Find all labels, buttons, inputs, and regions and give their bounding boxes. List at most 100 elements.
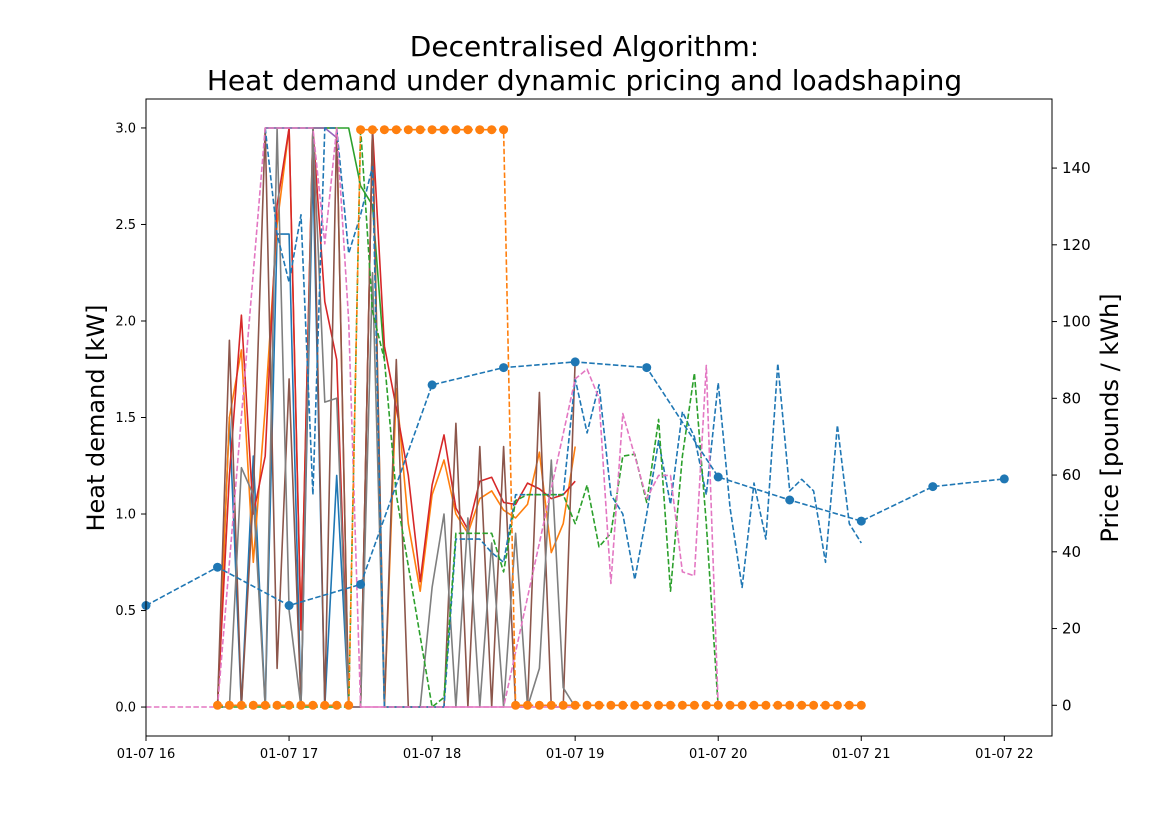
series-11-point-50 <box>809 700 819 710</box>
series-11-point-53 <box>844 700 854 710</box>
y-tick-label: 3.0 <box>115 121 136 136</box>
series-line-3 <box>216 127 576 708</box>
series-11-point-36 <box>642 700 652 710</box>
series-11-point-47 <box>773 700 783 710</box>
series-11-point-11 <box>344 700 354 710</box>
series-11-point-51 <box>821 700 830 710</box>
series-12-point-7 <box>642 363 652 373</box>
series-12-point-11 <box>928 482 938 492</box>
series-11-point-54 <box>856 700 866 710</box>
series-11-point-5 <box>272 700 282 710</box>
series-12-point-3 <box>356 579 366 589</box>
series-11-point-6 <box>284 700 294 710</box>
series-11-point-35 <box>630 700 640 710</box>
series-11-point-10 <box>332 700 342 710</box>
series-line-4 <box>265 127 338 139</box>
y-axis-label: Heat demand [kW] <box>82 304 110 531</box>
x-tick-label: 01-07 20 <box>689 747 747 762</box>
series-11-point-16 <box>403 125 413 135</box>
series-11-point-2 <box>236 700 246 710</box>
series-11-point-13 <box>368 125 377 135</box>
series-11-point-34 <box>618 700 628 710</box>
series-11-point-48 <box>785 700 795 710</box>
y-tick-label: 0.5 <box>115 604 136 619</box>
x-tick-label: 01-07 17 <box>260 747 318 762</box>
series-11-point-8 <box>308 700 318 710</box>
series-11-point-24 <box>499 125 509 135</box>
series-11-point-29 <box>558 700 568 710</box>
series-11-point-22 <box>475 125 485 135</box>
y2-tick-label: 60 <box>1062 466 1081 484</box>
series-11-point-32 <box>594 700 604 710</box>
y2-tick-label: 120 <box>1062 236 1091 254</box>
series-11-point-43 <box>725 700 735 710</box>
y2-tick-label: 0 <box>1062 696 1072 714</box>
series-12-point-5 <box>499 363 509 373</box>
series-11-point-45 <box>749 700 759 710</box>
y2-tick-label: 100 <box>1062 313 1091 331</box>
x-tick-label: 01-07 22 <box>975 747 1033 762</box>
plot-frame <box>145 98 1053 737</box>
x-tick-label: 01-07 18 <box>403 747 461 762</box>
series-11-point-14 <box>379 125 389 135</box>
series-11-point-46 <box>761 700 771 710</box>
y2-tick-label: 20 <box>1062 620 1081 638</box>
series-line-1 <box>216 127 576 708</box>
series-12-point-10 <box>856 516 866 526</box>
x-tick-label: 01-07 21 <box>832 747 890 762</box>
series-11-point-15 <box>391 125 401 135</box>
series-11-point-28 <box>546 700 556 710</box>
series-11-point-44 <box>737 700 747 710</box>
x-tick-label: 01-07 19 <box>546 747 604 762</box>
series-line-7 <box>217 127 576 708</box>
y-tick-label: 1.5 <box>115 411 136 426</box>
x-tick-label: 01-07 16 <box>117 747 175 762</box>
y2-tick-label: 80 <box>1062 389 1081 407</box>
series-11-point-4 <box>260 700 270 710</box>
series-11-point-0 <box>213 700 222 710</box>
y2-tick-label: 40 <box>1062 543 1081 561</box>
series-11-point-33 <box>606 700 616 710</box>
series-line-9 <box>217 127 719 708</box>
series-12-point-8 <box>713 472 723 482</box>
series-12-point-6 <box>570 357 580 367</box>
series-11-point-7 <box>296 700 306 710</box>
series-11-point-23 <box>487 125 497 135</box>
series-11-point-27 <box>534 700 544 710</box>
y-tick-label: 0.0 <box>115 701 136 716</box>
series-11-point-49 <box>797 700 807 710</box>
y-tick-label: 1.0 <box>115 508 136 523</box>
series-11-point-30 <box>570 700 580 710</box>
y-tick-label: 2.0 <box>115 314 136 329</box>
series-11-point-26 <box>523 700 532 710</box>
axes-layer: 01-07 16 01-07 17 01-07 18 01-07 19 01-07 20… <box>115 98 1091 762</box>
series-12-point-2 <box>284 601 294 610</box>
series-11-point-3 <box>248 700 258 710</box>
series-line-10 <box>146 127 719 708</box>
series-11-point-40 <box>689 700 699 710</box>
series-11-point-42 <box>713 700 723 710</box>
series-11-point-9 <box>320 700 330 710</box>
series-12-point-12 <box>999 474 1009 484</box>
series-11-point-25 <box>511 700 521 710</box>
series-11-point-31 <box>582 700 592 710</box>
chart-title-line-2: Heat demand under dynamic pricing and lo… <box>206 64 963 97</box>
series-11-point-1 <box>224 700 234 710</box>
series-11-point-38 <box>666 700 675 710</box>
series-11-point-21 <box>463 125 473 135</box>
series-11-point-12 <box>356 125 366 135</box>
series-12-point-4 <box>427 380 437 390</box>
y2-tick-label: 140 <box>1062 159 1091 177</box>
y2-axis-label: Price [pounds / kWh] <box>1096 293 1124 542</box>
series-12-point-1 <box>213 562 222 572</box>
series-11-point-52 <box>832 700 842 710</box>
series-11-point-19 <box>439 125 449 135</box>
series-11-point-37 <box>654 700 664 710</box>
series-12-point-9 <box>785 495 795 505</box>
chart-title-line-1: Decentralised Algorithm: <box>409 30 760 63</box>
y-tick-label: 2.5 <box>115 218 136 233</box>
series-11-point-20 <box>451 125 461 135</box>
series-11-point-18 <box>427 125 437 135</box>
